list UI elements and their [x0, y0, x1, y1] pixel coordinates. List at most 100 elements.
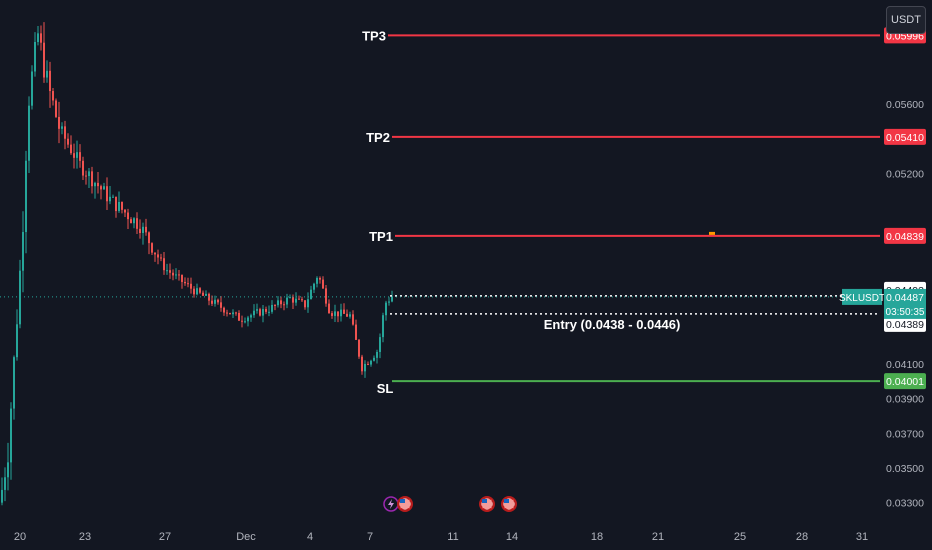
candle-body	[67, 138, 69, 145]
candle-body	[91, 171, 93, 187]
candle-body	[124, 209, 126, 213]
candle-body	[223, 307, 225, 313]
candle-body	[19, 270, 21, 325]
level-label-tp3: TP3	[362, 28, 386, 43]
candle-body	[175, 274, 177, 276]
candle-body	[64, 126, 66, 139]
candle-body	[283, 304, 285, 306]
x-tick-label: 31	[856, 531, 868, 543]
alert-marker	[709, 231, 715, 235]
candle-body	[319, 277, 321, 280]
candle-body	[202, 292, 204, 296]
candle-body	[49, 70, 51, 92]
candle-body	[313, 283, 315, 290]
candle-body	[217, 299, 219, 303]
candle-body	[292, 297, 294, 303]
price-tag-sl	[884, 373, 926, 390]
candle-body	[364, 363, 366, 372]
candle-body	[268, 311, 270, 313]
candle-body	[154, 252, 156, 255]
candle-body	[103, 186, 105, 190]
candle-body	[73, 153, 75, 158]
candle-body	[22, 232, 24, 271]
candle-body	[391, 296, 393, 302]
candle-body	[46, 70, 48, 78]
candle-body	[235, 312, 237, 314]
y-tick-label: 0.03500	[886, 463, 924, 475]
time-axis: 20 23 27 Dec 4 7 11 14 18 21 25 28 31	[14, 531, 868, 543]
candle-body	[187, 283, 189, 285]
candle-body	[352, 314, 354, 325]
candle-body	[271, 304, 273, 312]
us-flag-canton	[504, 499, 509, 503]
candle-body	[88, 171, 90, 177]
candle-body	[112, 196, 114, 198]
candle-body	[37, 33, 39, 42]
symbol-tag-label: SKLUSDT	[839, 293, 885, 304]
candle-body	[307, 299, 309, 308]
event-markers	[383, 496, 517, 512]
candle-body	[13, 357, 15, 409]
candle-body	[166, 270, 168, 272]
candle-body	[85, 175, 87, 177]
y-tick-label: 0.03900	[886, 394, 924, 406]
candle-body	[253, 310, 255, 316]
candle-body	[274, 304, 276, 306]
candle-body	[139, 228, 141, 234]
candle-body	[205, 293, 207, 296]
candle-body	[118, 201, 120, 212]
candle-body	[382, 315, 384, 338]
candle-body	[1, 489, 3, 503]
candle-body	[358, 339, 360, 357]
candle-body	[70, 144, 72, 154]
candle-body	[337, 311, 339, 317]
candle-body	[7, 462, 9, 478]
price-tag-tp1	[884, 227, 926, 244]
price-tag-tp2	[884, 128, 926, 145]
candle-body	[97, 182, 99, 187]
candle-body	[280, 300, 282, 305]
candle-body	[289, 297, 291, 299]
candle-body	[40, 33, 42, 43]
candle-body	[10, 408, 12, 463]
x-tick-label: 28	[796, 531, 808, 543]
candle-body	[316, 277, 318, 284]
x-tick-label: 18	[591, 531, 603, 543]
candle-body	[76, 152, 78, 158]
price-tag-label: 0.04839	[886, 231, 924, 243]
candle-body	[31, 71, 33, 106]
candle-body	[130, 219, 132, 224]
candle-body	[160, 257, 162, 259]
candle-body	[229, 312, 231, 315]
price-tag-label: 0.04001	[886, 376, 924, 388]
countdown-label: 03:50:35	[886, 307, 925, 318]
candle-body	[232, 312, 234, 315]
candle-body	[184, 281, 186, 284]
candle-body	[256, 309, 258, 311]
candle-body	[361, 356, 363, 372]
us-flag-canton	[400, 499, 405, 503]
x-tick-label: 4	[307, 531, 313, 543]
x-tick-label: 7	[367, 531, 373, 543]
candle-body	[250, 315, 252, 318]
candle-body	[238, 312, 240, 321]
candle-body	[373, 357, 375, 361]
candle-body	[100, 186, 102, 190]
candle-body	[157, 254, 159, 258]
candle-body	[244, 321, 246, 323]
candle-body	[367, 363, 369, 365]
candle-body	[328, 303, 330, 314]
x-tick-label: 23	[79, 531, 91, 543]
candle-body	[25, 160, 27, 233]
us-flag-canton	[482, 499, 487, 503]
candle-body	[127, 212, 129, 220]
lightning-glyph	[388, 499, 394, 509]
currency-selector-button[interactable]: USDT	[886, 6, 926, 34]
candle-body	[298, 298, 300, 300]
y-tick-label: 0.05200	[886, 168, 924, 180]
candle-body	[388, 301, 390, 303]
candle-body	[334, 311, 336, 316]
candle-body	[355, 324, 357, 340]
y-tick-label: 0.05600	[886, 99, 924, 111]
